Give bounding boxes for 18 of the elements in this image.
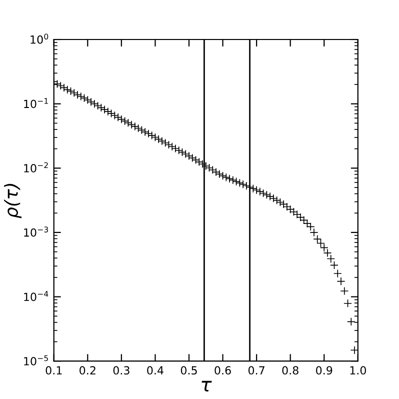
y-tick-label: 10$^{−1}$ [24, 98, 48, 108]
y-tick-label: 10$^{−5}$ [24, 355, 48, 366]
x-axis-title: τ [202, 380, 212, 392]
x-tick-label: 0.1 [46, 366, 62, 375]
y-tick-label: 10$^{−4}$ [24, 291, 48, 302]
y-tick-label: 10$^{−3}$ [24, 226, 48, 237]
y-axis-title: ρ(τ) [4, 184, 22, 218]
x-tick-label: 0.4 [147, 366, 164, 375]
x-tick-label: 0.8 [282, 366, 298, 375]
x-tick-label: 1.0 [350, 366, 366, 375]
x-tick-label: 0.7 [248, 366, 264, 375]
x-tick-label: 0.6 [214, 366, 231, 375]
x-tick-label: 0.2 [80, 366, 96, 375]
x-tick-label: 0.5 [180, 366, 197, 375]
x-tick-label: 0.3 [113, 366, 130, 375]
y-tick-label: 10$^{0}$ [30, 34, 48, 44]
y-tick-label: 10$^{−2}$ [24, 162, 48, 172]
x-tick-label: 0.9 [316, 366, 332, 375]
